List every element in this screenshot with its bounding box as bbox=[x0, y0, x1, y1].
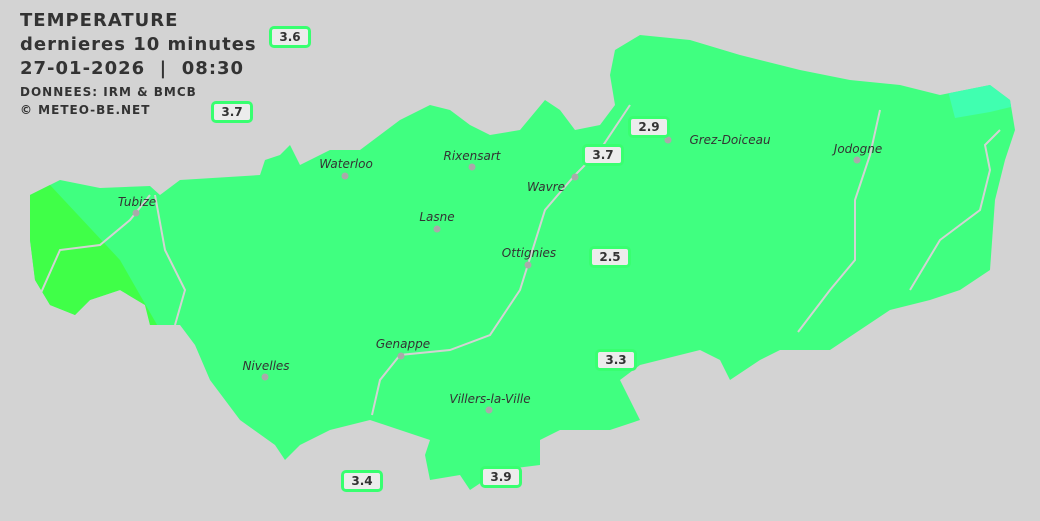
city-dot bbox=[397, 352, 405, 360]
city-label: Genappe bbox=[375, 337, 431, 351]
station-value[interactable]: 2.5 bbox=[589, 246, 631, 268]
city-label: Waterloo bbox=[319, 157, 373, 171]
city-dot bbox=[853, 156, 861, 164]
copyright: © METEO-BE.NET bbox=[20, 103, 151, 117]
station-value[interactable]: 3.6 bbox=[269, 26, 311, 48]
station-value[interactable]: 3.9 bbox=[480, 466, 522, 488]
city-dot bbox=[468, 163, 476, 171]
city-label: Jodogne bbox=[833, 142, 883, 156]
city-dot bbox=[485, 406, 493, 414]
station-value[interactable]: 3.3 bbox=[595, 349, 637, 371]
station-value[interactable]: 3.4 bbox=[341, 470, 383, 492]
station-value[interactable]: 2.9 bbox=[628, 116, 670, 138]
temperature-zone-cool bbox=[940, 60, 1015, 118]
city-dot bbox=[261, 373, 269, 381]
city-dot bbox=[524, 261, 532, 269]
map-header: TEMPERATURE dernieres 10 minutes 27-01-2… bbox=[20, 9, 257, 119]
city-dot bbox=[132, 209, 140, 217]
city-dot bbox=[341, 172, 349, 180]
city-label: Wavre bbox=[527, 180, 565, 194]
map-datetime: 27-01-2026 | 08:30 bbox=[20, 58, 245, 79]
city-dot bbox=[433, 225, 441, 233]
city-label: Nivelles bbox=[242, 359, 290, 373]
city-label: Grez-Doiceau bbox=[689, 133, 771, 147]
city-dot bbox=[571, 173, 579, 181]
station-value[interactable]: 3.7 bbox=[211, 101, 253, 123]
city-label: Villers-la-Ville bbox=[449, 392, 531, 406]
city-label: Lasne bbox=[419, 210, 455, 224]
city-label: Ottignies bbox=[501, 246, 557, 260]
station-value[interactable]: 3.7 bbox=[582, 144, 624, 166]
city-dot bbox=[664, 136, 672, 144]
map-title: TEMPERATURE bbox=[20, 10, 179, 31]
map-subtitle: dernieres 10 minutes bbox=[20, 34, 257, 55]
city-label: Rixensart bbox=[443, 149, 501, 163]
data-source: DONNEES: IRM & BMCB bbox=[20, 85, 197, 99]
city-label: Tubize bbox=[117, 195, 157, 209]
